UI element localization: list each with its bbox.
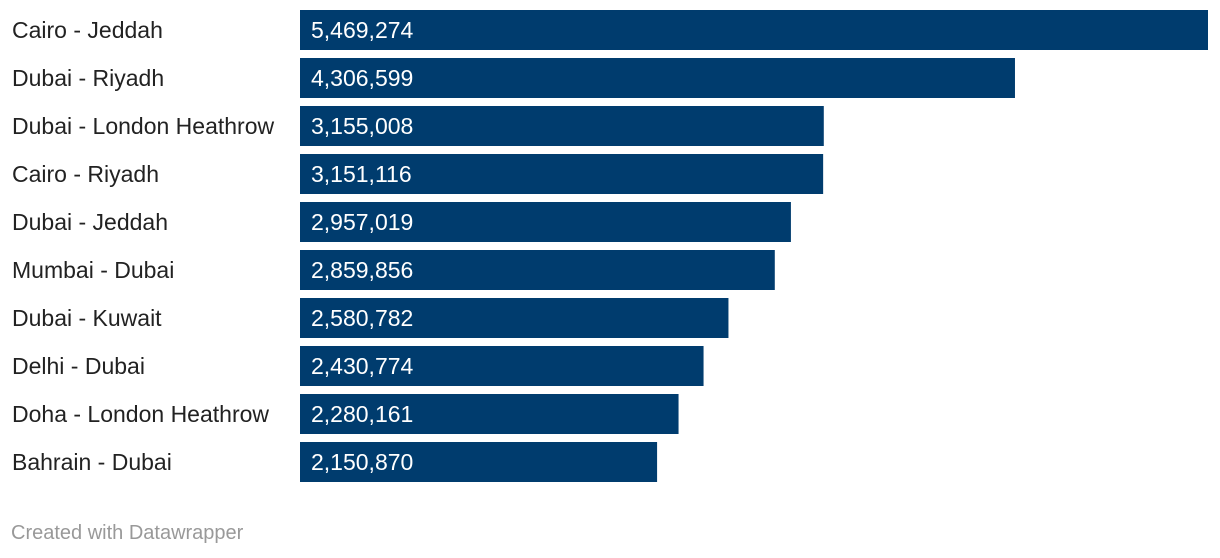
bar <box>300 250 775 290</box>
bar <box>300 394 679 434</box>
value-label: 2,280,161 <box>311 401 413 427</box>
category-label: Mumbai - Dubai <box>12 257 174 283</box>
value-label: 2,430,774 <box>311 353 414 379</box>
category-label: Dubai - Jeddah <box>12 209 168 235</box>
category-label: Cairo - Jeddah <box>12 17 163 43</box>
value-label: 2,580,782 <box>311 305 413 331</box>
bar <box>300 154 824 194</box>
category-label: Dubai - Kuwait <box>12 305 162 331</box>
bar <box>300 106 824 146</box>
bar <box>300 442 658 482</box>
value-label: 2,859,856 <box>311 257 413 283</box>
value-label: 2,957,019 <box>311 209 413 235</box>
value-label: 3,151,116 <box>311 161 412 187</box>
category-label: Dubai - Riyadh <box>12 65 164 91</box>
bar <box>300 202 791 242</box>
value-label: 4,306,599 <box>311 65 413 91</box>
bar <box>300 10 1208 50</box>
value-label: 3,155,008 <box>311 113 413 139</box>
bar <box>300 298 729 338</box>
category-label: Doha - London Heathrow <box>12 401 269 427</box>
bar <box>300 58 1015 98</box>
value-label: 5,469,274 <box>311 17 414 43</box>
category-label: Dubai - London Heathrow <box>12 113 274 139</box>
value-label: 2,150,870 <box>311 449 413 475</box>
category-label: Cairo - Riyadh <box>12 161 159 187</box>
datawrapper-credit: Created with Datawrapper <box>11 522 244 544</box>
category-label: Bahrain - Dubai <box>12 449 172 475</box>
category-label: Delhi - Dubai <box>12 353 145 379</box>
bar <box>300 346 704 386</box>
bar-chart: Cairo - Jeddah 5,469,274 Dubai - Riyadh 4,3… <box>12 10 1208 482</box>
